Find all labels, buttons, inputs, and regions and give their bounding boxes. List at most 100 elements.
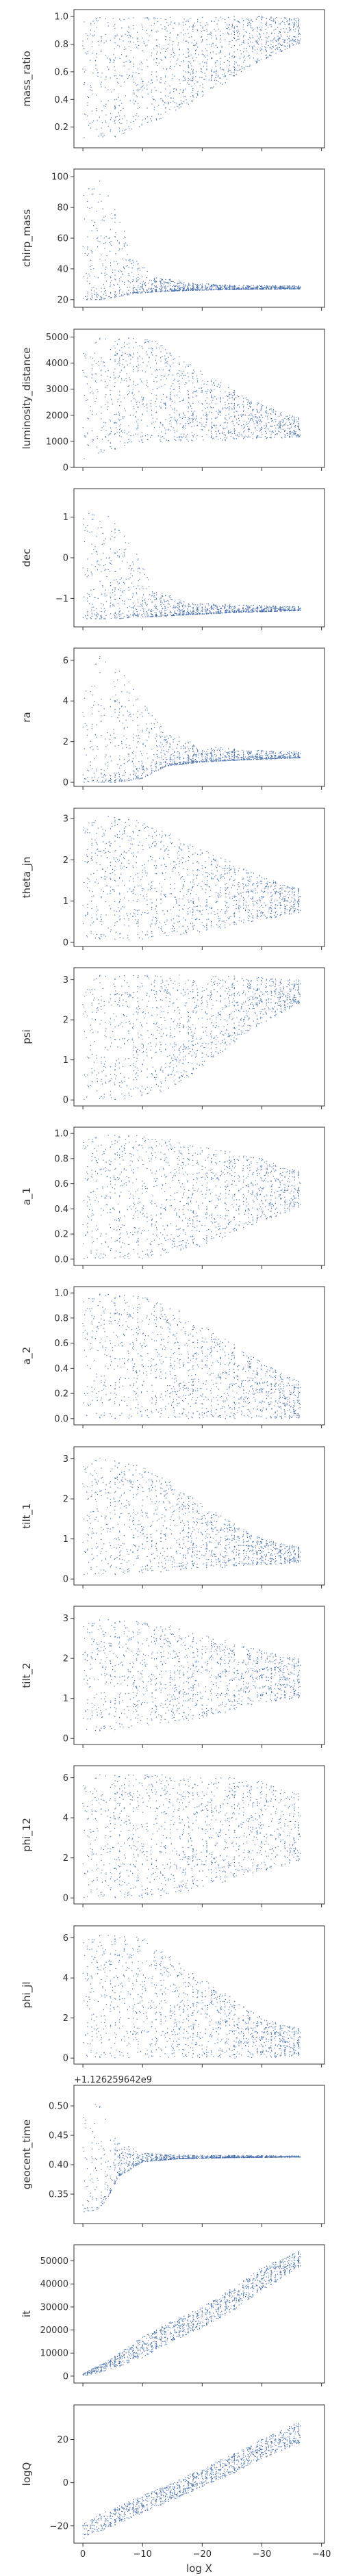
scatter-point	[90, 268, 92, 270]
scatter-point	[270, 16, 272, 18]
scatter-point	[106, 274, 107, 275]
scatter-point	[166, 290, 168, 292]
scatter-point	[114, 617, 116, 619]
scatter-point	[213, 424, 214, 426]
scatter-point	[246, 285, 248, 287]
scatter-point	[177, 283, 178, 285]
scatter-point	[136, 365, 138, 368]
scatter-point	[116, 431, 118, 433]
scatter-point	[201, 429, 203, 430]
scatter-point	[223, 73, 225, 75]
scatter-point	[194, 391, 195, 393]
scatter-point	[241, 66, 242, 68]
scatter-point	[282, 609, 283, 610]
scatter-point	[289, 45, 290, 47]
scatter-point	[103, 298, 105, 300]
scatter-point	[175, 285, 176, 287]
scatter-point	[180, 613, 181, 615]
scatter-point	[113, 284, 114, 285]
scatter-point	[211, 77, 212, 79]
scatter-point	[214, 285, 215, 286]
scatter-point	[298, 27, 300, 29]
scatter-point	[191, 289, 192, 290]
scatter-point	[236, 422, 238, 424]
scatter-point	[209, 611, 211, 613]
scatter-point	[125, 237, 126, 239]
scatter-point	[289, 27, 290, 29]
scatter-point	[124, 283, 125, 285]
scatter-point	[90, 298, 91, 299]
scatter-point	[258, 402, 259, 404]
scatter-point	[119, 248, 120, 250]
scatter-point	[209, 289, 210, 290]
scatter-point	[286, 606, 288, 608]
scatter-point	[133, 369, 134, 370]
scatter-point	[284, 45, 285, 47]
scatter-point	[101, 610, 102, 613]
scatter-point	[177, 58, 179, 60]
scatter-point	[164, 102, 166, 103]
scatter-point	[294, 433, 295, 435]
scatter-point	[196, 289, 198, 291]
scatter-point	[233, 431, 235, 433]
scatter-point	[272, 431, 275, 433]
scatter-point	[132, 607, 134, 608]
scatter-point	[298, 436, 300, 437]
scatter-point	[246, 18, 247, 20]
scatter-point	[206, 418, 207, 420]
scatter-point	[172, 281, 173, 282]
scatter-point	[114, 368, 116, 370]
scatter-point	[110, 292, 112, 294]
scatter-point	[178, 608, 179, 610]
scatter-point	[257, 287, 258, 289]
scatter-point	[229, 64, 231, 66]
scatter-point	[229, 394, 231, 396]
scatter-point	[184, 79, 186, 81]
scatter-point	[275, 285, 276, 287]
scatter-point	[188, 66, 189, 68]
scatter-point	[238, 435, 240, 437]
scatter-point	[189, 417, 190, 419]
scatter-point	[247, 418, 249, 420]
scatter-point	[122, 600, 123, 602]
scatter-point	[87, 530, 88, 532]
scatter-point	[282, 286, 283, 287]
scatter-point	[127, 293, 128, 294]
scatter-point	[89, 595, 90, 597]
scatter-point	[140, 286, 142, 287]
scatter-point	[165, 349, 166, 350]
scatter-point	[265, 23, 266, 25]
scatter-point	[108, 558, 110, 559]
scatter-point	[213, 437, 214, 439]
scatter-point	[262, 611, 264, 613]
scatter-point	[165, 419, 166, 420]
scatter-point	[142, 600, 143, 602]
scatter-point	[82, 567, 84, 569]
scatter-point	[255, 414, 256, 415]
scatter-point	[185, 382, 186, 383]
scatter-point	[110, 563, 111, 564]
scatter-point	[220, 35, 221, 36]
scatter-point	[103, 618, 105, 619]
scatter-point	[294, 431, 295, 433]
scatter-point	[105, 216, 107, 217]
scatter-point	[297, 433, 298, 435]
scatter-point	[133, 25, 134, 27]
scatter-point	[127, 394, 129, 396]
scatter-point	[136, 428, 138, 430]
scatter-point	[118, 435, 120, 437]
scatter-point	[90, 589, 92, 591]
scatter-point	[207, 283, 209, 285]
scatter-point	[298, 40, 299, 41]
scatter-point	[82, 68, 84, 70]
scatter-point	[197, 614, 199, 615]
scatter-point	[196, 287, 198, 289]
scatter-point	[136, 38, 138, 40]
scatter-point	[281, 287, 283, 289]
scatter-point	[264, 608, 265, 609]
scatter-point	[233, 398, 235, 400]
scatter-point	[165, 285, 166, 287]
scatter-point	[285, 28, 287, 29]
scatter-point	[187, 434, 188, 435]
scatter-point	[123, 536, 125, 537]
